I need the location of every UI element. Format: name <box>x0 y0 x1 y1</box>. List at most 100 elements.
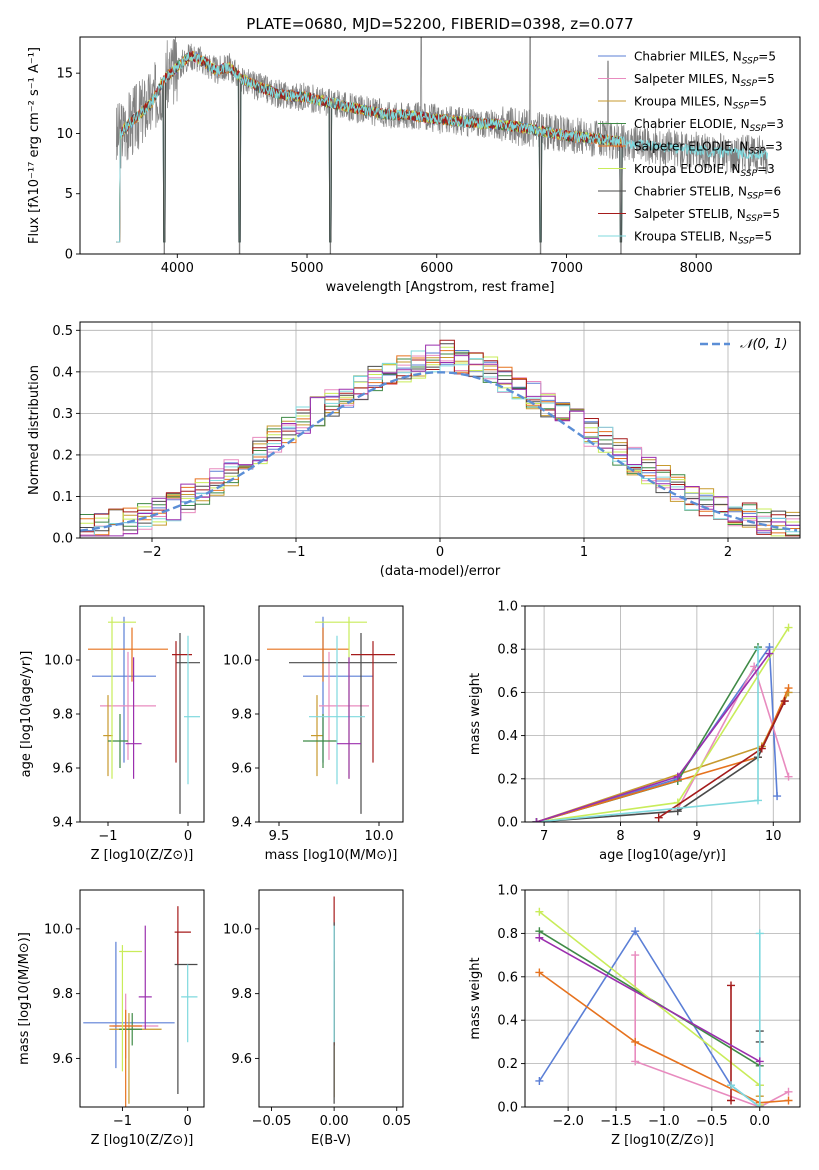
data-point <box>631 951 640 960</box>
y-tick-label: 0.4 <box>52 365 73 380</box>
y-tick-label: 0.6 <box>497 686 518 701</box>
x-axis-label: E(B-V) <box>311 1133 351 1148</box>
y-tick-label: 9.6 <box>52 762 73 777</box>
legend-entry: Kroupa ELODIE, NSSP=3 <box>634 162 775 179</box>
legend-entry: Kroupa STELIB, NSSP=5 <box>634 230 772 247</box>
x-tick-label: 4000 <box>161 261 194 276</box>
series-line-kroupa-elodie <box>536 627 790 822</box>
x-tick-label: 7000 <box>550 261 583 276</box>
legend: Chabrier MILES, NSSP=5 Salpeter MILES, NS… <box>598 50 784 247</box>
data-point <box>631 1037 640 1046</box>
y-tick-label: 10.0 <box>223 654 252 669</box>
plot-area <box>83 906 198 1107</box>
x-tick-label: −1.0 <box>648 1114 680 1129</box>
x-axis-label: mass [log10(M/M⊙)] <box>265 848 398 863</box>
y-axis-label: mass weight <box>468 957 483 1039</box>
weight-vs-age-panel: 7 8 9 10 0.0 0.2 0.4 0.6 0.8 1.0 age [log10(age/yr… <box>468 600 801 863</box>
data-point <box>535 933 544 942</box>
y-tick-label: 0.2 <box>497 1057 518 1072</box>
y-tick-label: 0.2 <box>497 772 518 787</box>
x-axis-label: (data-model)/error <box>380 564 501 579</box>
x-tick-label: 7 <box>540 829 548 844</box>
figure-title: PLATE=0680, MJD=52200, FIBERID=0398, z=0… <box>246 15 633 33</box>
legend-entry: Chabrier MILES, NSSP=5 <box>634 50 776 67</box>
series-line-kroupa-elodie <box>538 911 761 1105</box>
legend-entry: Chabrier STELIB, NSSP=6 <box>634 185 781 202</box>
data-point <box>753 645 762 654</box>
y-axis-label: mass weight <box>468 673 483 755</box>
axes-frame <box>524 889 801 1108</box>
data-point <box>784 684 793 693</box>
series-line-kroupa-miles <box>536 692 790 822</box>
y-tick-label: 9.8 <box>52 987 73 1002</box>
age-vs-metallicity-panel: −1 0 9.4 9.6 9.8 10.0 Z [log10(Z/Z⊙)] age [log1… <box>19 605 205 863</box>
residuals-panel: −2 −1 0 1 2 0.0 0.1 0.2 0.3 0.4 0.5 (data-model)/er… <box>27 321 801 579</box>
y-axis-label: Normed distribution <box>27 365 42 495</box>
model-spectrum-kroupa-stelib <box>116 51 769 243</box>
y-tick-label: 0.3 <box>52 407 73 422</box>
data-point <box>654 813 663 822</box>
data-point <box>631 927 640 936</box>
x-tick-label: 0 <box>184 1114 192 1129</box>
normal-distribution-curve <box>80 371 798 532</box>
axes-frame <box>79 889 205 1108</box>
series-line-salpeter-miles <box>634 955 789 1107</box>
data-point <box>784 1096 793 1105</box>
model-spectrum-kroupa-elodie <box>116 50 623 243</box>
x-axis-label: age [log10(age/yr)] <box>599 848 726 863</box>
y-tick-label: 9.4 <box>231 816 252 831</box>
data-point <box>784 772 793 781</box>
spectrum-panel: 4000 5000 6000 7000 8000 0 5 10 15 wavelength [An… <box>27 36 801 295</box>
y-tick-label: 10 <box>56 127 73 142</box>
x-tick-label: −1 <box>286 545 305 560</box>
legend-entry: Kroupa MILES, NSSP=5 <box>634 95 767 112</box>
y-tick-label: 9.4 <box>52 816 73 831</box>
x-tick-label: −1.5 <box>600 1114 632 1129</box>
model-spectrum-chabrier-miles <box>116 52 623 243</box>
y-tick-label: 0.0 <box>52 532 73 547</box>
model-spectrum-kroupa-miles <box>116 52 623 243</box>
x-tick-label: −0.05 <box>252 1114 292 1129</box>
y-tick-label: 10.0 <box>223 922 252 937</box>
x-tick-label: 2 <box>724 545 732 560</box>
series-line-extra <box>539 937 761 1063</box>
data-point <box>631 1057 640 1066</box>
y-tick-label: 9.6 <box>52 1052 73 1067</box>
x-tick-label: 9 <box>693 829 701 844</box>
series-line-kroupa-stelib <box>730 933 761 1107</box>
model-spectrum-chabrier-elodie <box>116 51 623 243</box>
data-point <box>535 1076 544 1085</box>
y-tick-label: 0.2 <box>52 448 73 463</box>
y-tick-label: 1.0 <box>497 600 518 615</box>
y-tick-label: 0.0 <box>497 1101 518 1116</box>
x-tick-label: 9.5 <box>269 829 290 844</box>
x-tick-label: 0.05 <box>382 1114 411 1129</box>
x-tick-label: 8 <box>616 829 624 844</box>
data-point <box>727 1096 736 1105</box>
x-axis-label: Z [log10(Z/Z⊙)] <box>91 1133 194 1148</box>
mass-vs-metallicity-panel: −1 0 9.6 9.8 10.0 Z [log10(Z/Z⊙)] mass [log10(… <box>17 889 205 1148</box>
y-tick-label: 0.6 <box>497 970 518 985</box>
y-tick-label: 0.8 <box>497 643 518 658</box>
x-tick-label: 0 <box>184 829 192 844</box>
x-tick-label: −1 <box>113 1114 132 1129</box>
plot-area <box>267 616 397 814</box>
model-spectrum-chabrier-stelib <box>116 50 623 243</box>
weight-vs-metallicity-panel: −2.0 −1.5 −1.0 −0.5 0.0 0.0 0.2 0.4 0.6 0.8 1.0 Z [… <box>468 884 801 1148</box>
x-tick-label: 1 <box>580 545 588 560</box>
x-axis-label: wavelength [Angstrom, rest frame] <box>326 280 555 295</box>
data-point <box>784 623 793 632</box>
axes-frame <box>258 605 404 823</box>
y-tick-label: 10.0 <box>44 654 73 669</box>
legend-entry: Salpeter STELIB, NSSP=5 <box>634 207 780 224</box>
plot-area <box>80 339 800 537</box>
y-tick-label: 1.0 <box>497 884 518 899</box>
data-point <box>750 662 759 671</box>
plot-area <box>88 616 200 814</box>
y-axis-label: mass [log10(M/M⊙)] <box>17 932 32 1065</box>
series-line-salpeter-elodie <box>538 971 789 1104</box>
data-point <box>773 792 782 801</box>
data-point <box>753 796 762 805</box>
plot-area <box>115 37 769 254</box>
